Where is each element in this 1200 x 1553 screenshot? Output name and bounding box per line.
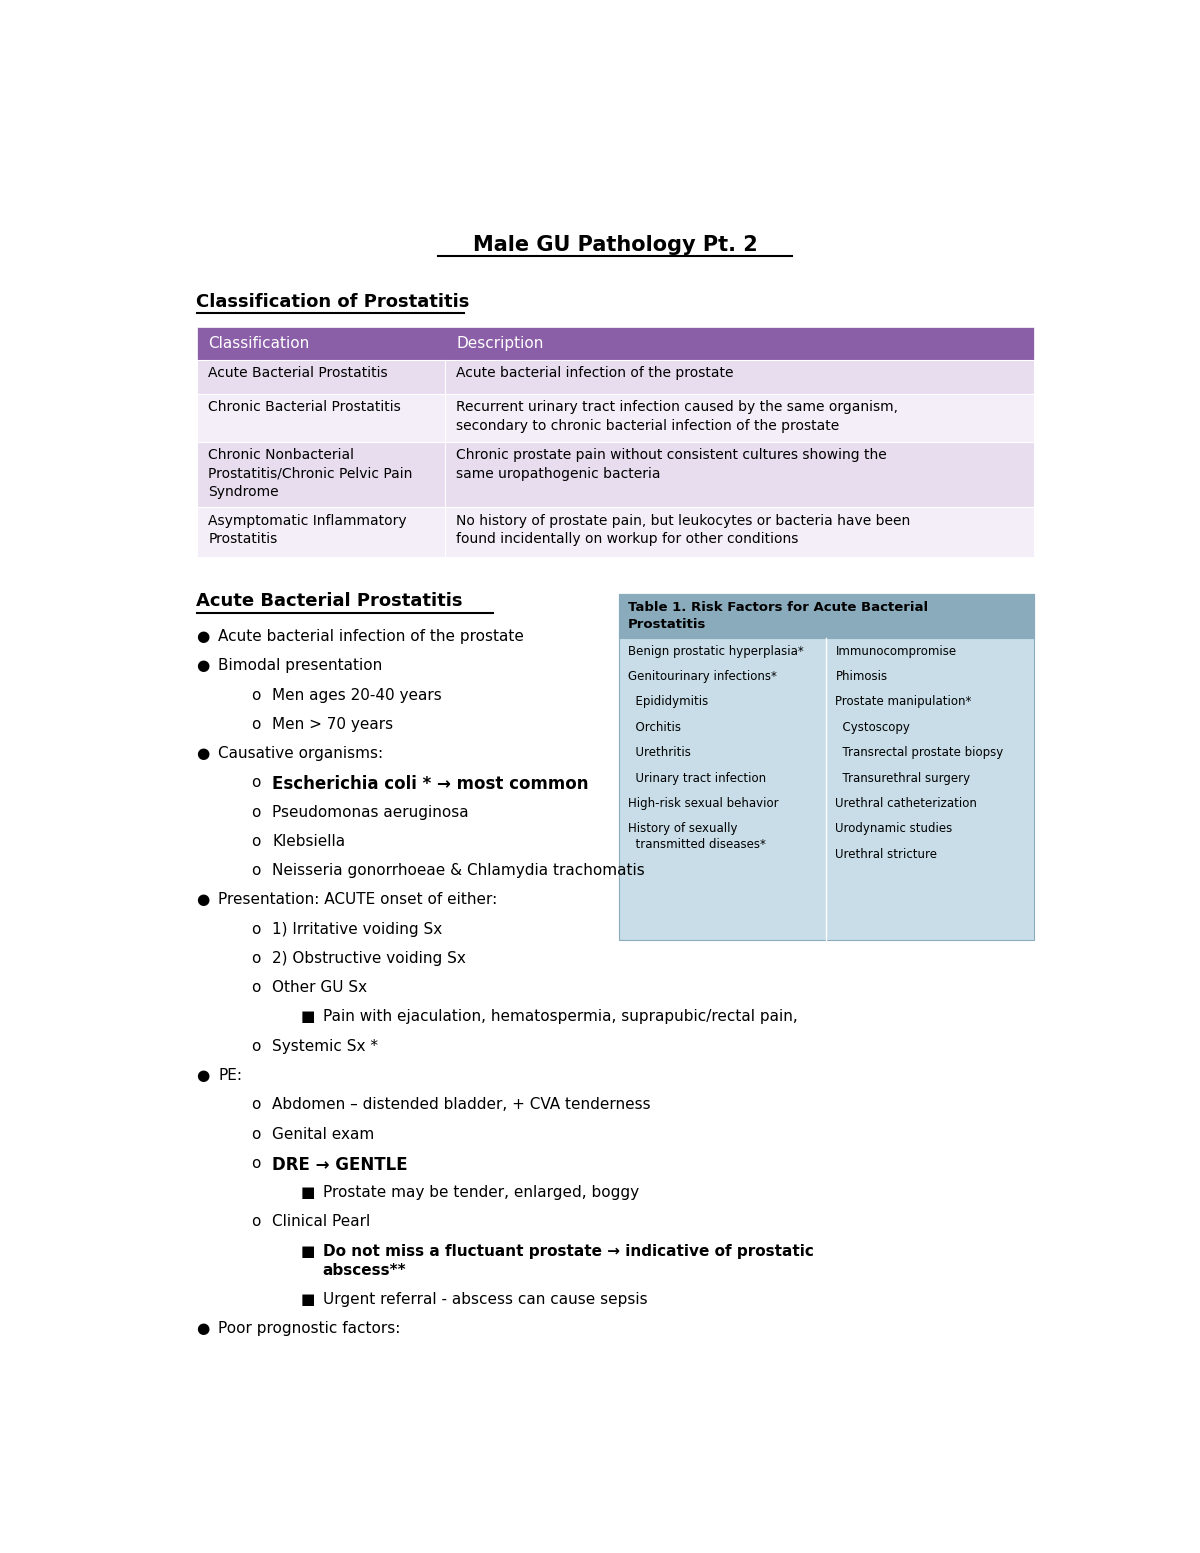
Text: Urinary tract infection: Urinary tract infection: [628, 772, 767, 784]
FancyBboxPatch shape: [619, 593, 1033, 940]
Text: Acute Bacterial Prostatitis: Acute Bacterial Prostatitis: [208, 367, 388, 380]
FancyBboxPatch shape: [197, 508, 1033, 558]
Text: Urodynamic studies: Urodynamic studies: [835, 823, 953, 836]
Text: ●: ●: [197, 629, 210, 644]
Text: o: o: [251, 775, 260, 790]
Text: Prostate may be tender, enlarged, boggy: Prostate may be tender, enlarged, boggy: [323, 1185, 638, 1200]
Text: ■: ■: [301, 1244, 316, 1258]
Text: Neisseria gonorrhoeae & Chlamydia trachomatis: Neisseria gonorrhoeae & Chlamydia tracho…: [272, 863, 646, 877]
Text: o: o: [251, 1126, 260, 1141]
Text: o: o: [251, 688, 260, 702]
Text: Urethritis: Urethritis: [628, 745, 691, 759]
Text: Escherichia coli * → most common: Escherichia coli * → most common: [272, 775, 589, 794]
Text: Acute bacterial infection of the prostate: Acute bacterial infection of the prostat…: [456, 367, 733, 380]
Text: Klebsiella: Klebsiella: [272, 834, 346, 849]
Text: Description: Description: [456, 335, 544, 351]
Text: Transurethral surgery: Transurethral surgery: [835, 772, 971, 784]
Text: ■: ■: [301, 1009, 316, 1025]
Text: Male GU Pathology Pt. 2: Male GU Pathology Pt. 2: [473, 235, 757, 255]
Text: ■: ■: [301, 1185, 316, 1200]
Text: o: o: [251, 863, 260, 877]
Text: Classification: Classification: [208, 335, 310, 351]
Text: Urethral catheterization: Urethral catheterization: [835, 797, 977, 811]
Text: Bimodal presentation: Bimodal presentation: [218, 658, 383, 674]
Text: Genital exam: Genital exam: [272, 1126, 374, 1141]
Text: Chronic Nonbacterial
Prostatitis/Chronic Pelvic Pain
Syndrome: Chronic Nonbacterial Prostatitis/Chronic…: [208, 449, 413, 499]
Text: No history of prostate pain, but leukocytes or bacteria have been
found incident: No history of prostate pain, but leukocy…: [456, 514, 911, 547]
Text: Systemic Sx *: Systemic Sx *: [272, 1039, 378, 1054]
Text: o: o: [251, 1039, 260, 1054]
Text: History of sexually
  transmitted diseases*: History of sexually transmitted diseases…: [628, 823, 766, 851]
Text: o: o: [251, 804, 260, 820]
Text: Benign prostatic hyperplasia*: Benign prostatic hyperplasia*: [628, 644, 804, 657]
Text: Table 1. Risk Factors for Acute Bacterial
Prostatitis: Table 1. Risk Factors for Acute Bacteria…: [628, 601, 929, 631]
Text: ■: ■: [301, 1292, 316, 1306]
Text: ●: ●: [197, 1068, 210, 1082]
Text: 2) Obstructive voiding Sx: 2) Obstructive voiding Sx: [272, 950, 467, 966]
Text: Asymptomatic Inflammatory
Prostatitis: Asymptomatic Inflammatory Prostatitis: [208, 514, 407, 547]
Text: Men > 70 years: Men > 70 years: [272, 717, 394, 731]
Text: Do not miss a fluctuant prostate → indicative of prostatic
abscess**: Do not miss a fluctuant prostate → indic…: [323, 1244, 814, 1278]
Text: o: o: [251, 1098, 260, 1112]
Text: High-risk sexual behavior: High-risk sexual behavior: [628, 797, 779, 811]
Text: Genitourinary infections*: Genitourinary infections*: [628, 669, 778, 683]
Text: Urethral stricture: Urethral stricture: [835, 848, 937, 860]
FancyBboxPatch shape: [197, 443, 1033, 508]
Text: Poor prognostic factors:: Poor prognostic factors:: [218, 1322, 401, 1336]
Text: o: o: [251, 922, 260, 936]
Text: Causative organisms:: Causative organisms:: [218, 745, 383, 761]
FancyBboxPatch shape: [197, 360, 1033, 394]
Text: Clinical Pearl: Clinical Pearl: [272, 1214, 371, 1230]
Text: Classification of Prostatitis: Classification of Prostatitis: [197, 292, 470, 311]
Text: Presentation: ACUTE onset of either:: Presentation: ACUTE onset of either:: [218, 893, 498, 907]
Text: o: o: [251, 1155, 260, 1171]
Text: Recurrent urinary tract infection caused by the same organism,
secondary to chro: Recurrent urinary tract infection caused…: [456, 401, 898, 433]
Text: Urgent referral - abscess can cause sepsis: Urgent referral - abscess can cause seps…: [323, 1292, 648, 1306]
Text: Chronic Bacterial Prostatitis: Chronic Bacterial Prostatitis: [208, 401, 401, 415]
Text: Pain with ejaculation, hematospermia, suprapubic/rectal pain,: Pain with ejaculation, hematospermia, su…: [323, 1009, 798, 1025]
Text: Prostate manipulation*: Prostate manipulation*: [835, 696, 972, 708]
Text: Phimosis: Phimosis: [835, 669, 888, 683]
Text: Acute Bacterial Prostatitis: Acute Bacterial Prostatitis: [197, 592, 463, 610]
Text: Immunocompromise: Immunocompromise: [835, 644, 956, 657]
Text: DRE → GENTLE: DRE → GENTLE: [272, 1155, 408, 1174]
Text: PE:: PE:: [218, 1068, 242, 1082]
Text: Pseudomonas aeruginosa: Pseudomonas aeruginosa: [272, 804, 469, 820]
Text: Other GU Sx: Other GU Sx: [272, 980, 367, 995]
Text: Transrectal prostate biopsy: Transrectal prostate biopsy: [835, 745, 1003, 759]
Text: ●: ●: [197, 658, 210, 674]
Text: Orchitis: Orchitis: [628, 721, 682, 733]
Text: ●: ●: [197, 893, 210, 907]
Text: Acute bacterial infection of the prostate: Acute bacterial infection of the prostat…: [218, 629, 524, 644]
Text: o: o: [251, 717, 260, 731]
FancyBboxPatch shape: [197, 328, 1033, 360]
FancyBboxPatch shape: [619, 593, 1033, 638]
Text: Abdomen – distended bladder, + CVA tenderness: Abdomen – distended bladder, + CVA tende…: [272, 1098, 652, 1112]
Text: Epididymitis: Epididymitis: [628, 696, 708, 708]
Text: ●: ●: [197, 745, 210, 761]
Text: 1) Irritative voiding Sx: 1) Irritative voiding Sx: [272, 922, 443, 936]
Text: ●: ●: [197, 1322, 210, 1336]
Text: o: o: [251, 980, 260, 995]
Text: o: o: [251, 950, 260, 966]
Text: Men ages 20-40 years: Men ages 20-40 years: [272, 688, 442, 702]
Text: o: o: [251, 1214, 260, 1230]
Text: Chronic prostate pain without consistent cultures showing the
same uropathogenic: Chronic prostate pain without consistent…: [456, 449, 887, 480]
Text: Cystoscopy: Cystoscopy: [835, 721, 911, 733]
FancyBboxPatch shape: [197, 394, 1033, 443]
Text: o: o: [251, 834, 260, 849]
